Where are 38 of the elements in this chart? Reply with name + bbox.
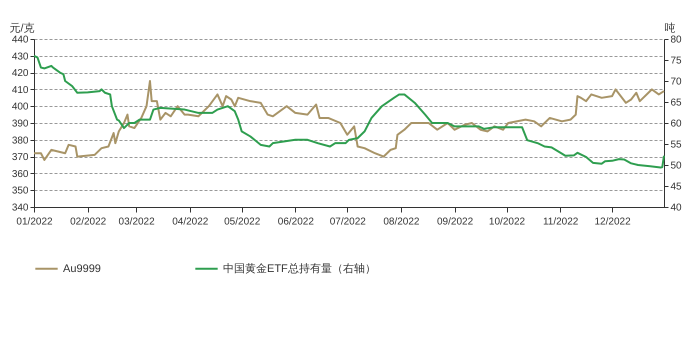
y-tick-label: 440	[12, 34, 29, 46]
x-tick-label: 04/2022	[172, 216, 209, 228]
x-tick-label: 05/2022	[224, 216, 261, 228]
line-series	[33, 80, 665, 161]
y-tick-label: 370	[12, 152, 29, 164]
y-tick-label: 410	[12, 84, 29, 96]
y-tick-label: 390	[12, 118, 29, 130]
x-tick-label: 12/2022	[594, 216, 632, 228]
x-tick-label: 11/2022	[542, 216, 579, 228]
y-tick-label: 430	[12, 51, 29, 62]
y2-tick-label: 80	[670, 34, 682, 46]
legend-label: 中国黄金ETF总持有量（右轴）	[223, 262, 376, 275]
y-axis-title: 元/克	[9, 22, 34, 34]
y2-tick-label: 50	[670, 160, 682, 172]
y2-tick-label: 65	[670, 98, 682, 108]
x-tick-label: 06/2022	[278, 216, 314, 228]
x-tick-label: 08/2022	[383, 216, 420, 228]
y-tick-label: 360	[12, 168, 29, 180]
x-tick-label: 01/2022	[16, 216, 54, 228]
y2-tick-label: 55	[670, 140, 682, 150]
x-tick-label: 03/2022	[118, 216, 156, 228]
y2-tick-label: 60	[670, 118, 682, 130]
x-tick-label: 07/2022	[330, 216, 366, 228]
y2-axis-title: 吨	[664, 22, 676, 34]
y2-tick-label: 75	[670, 56, 682, 66]
y-tick-label: 350	[12, 186, 29, 197]
x-tick-label: 10/2022	[488, 216, 526, 228]
line-series	[33, 54, 665, 169]
y2-tick-label: 40	[670, 202, 682, 214]
x-tick-label: 02/2022	[70, 216, 107, 228]
legend-label: Au9999	[63, 262, 101, 275]
y2-tick-label: 70	[670, 76, 682, 88]
x-tick-label: 09/2022	[437, 216, 474, 228]
y2-tick-label: 45	[670, 182, 682, 192]
y-tick-label: 400	[12, 102, 29, 113]
y-tick-label: 340	[12, 202, 29, 214]
y-tick-label: 420	[12, 68, 29, 80]
y-tick-label: 380	[12, 135, 29, 146]
